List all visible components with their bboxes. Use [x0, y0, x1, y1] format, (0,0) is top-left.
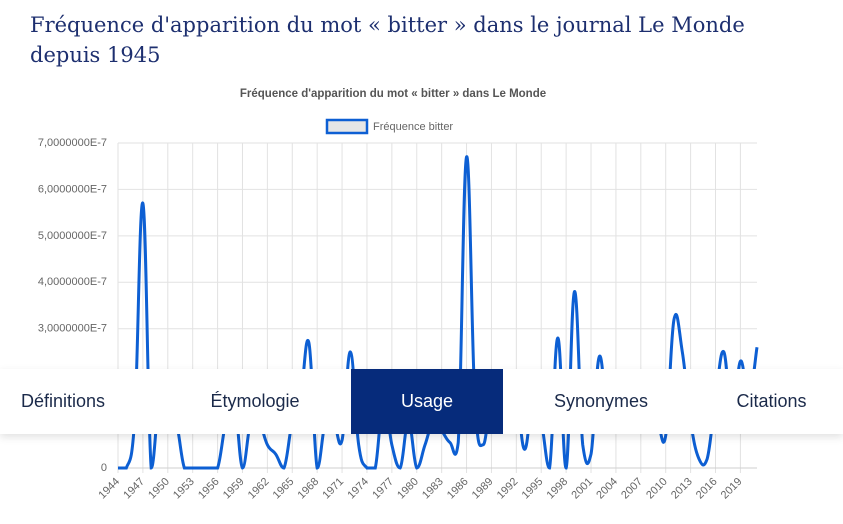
x-tick-label: 1953 [171, 476, 197, 502]
x-tick-label: 1962 [246, 476, 272, 502]
x-tick-label: 2007 [619, 476, 645, 502]
x-tick-label: 1971 [320, 476, 346, 502]
y-tick-label: 5,0000000E-7 [38, 230, 107, 242]
legend-label: Fréquence bitter [373, 121, 453, 133]
x-tick-label: 1974 [345, 476, 371, 502]
x-tick-label: 1995 [520, 476, 546, 502]
x-tick-label: 2016 [694, 476, 720, 502]
x-tick-label: 1968 [296, 476, 322, 502]
x-tick-label: 1980 [395, 476, 421, 502]
tab-bar: Définitions Étymologie Usage Synonymes Citat… [0, 369, 843, 434]
tab[interactable]: Étymologie [210, 391, 300, 411]
x-tick-label: 1983 [420, 476, 446, 502]
x-tick-label: 2001 [569, 476, 595, 502]
page-title: Fréquence d'apparition du mot « bitter »… [30, 13, 745, 67]
x-tick-label: 1977 [370, 476, 396, 502]
y-tick-label: 3,0000000E-7 [38, 323, 107, 335]
x-tick-label: 1947 [121, 476, 147, 502]
x-tick-label: 1944 [96, 476, 122, 502]
tab[interactable]: Citations [736, 391, 807, 411]
y-tick-label: 0 [101, 462, 107, 474]
x-tick-label: 1998 [545, 476, 571, 502]
x-tick-label: 1989 [470, 476, 496, 502]
x-tick-label: 1959 [221, 476, 247, 502]
x-tick-label: 2013 [669, 476, 695, 502]
x-tick-label: 2004 [594, 476, 620, 502]
y-tick-label: 7,0000000E-7 [38, 137, 107, 149]
x-tick-label: 1992 [495, 476, 521, 502]
x-tick-label: 1986 [445, 476, 471, 502]
x-tick-label: 1965 [271, 476, 297, 502]
x-tick-label: 2019 [719, 476, 745, 502]
y-tick-label: 4,0000000E-7 [38, 276, 107, 288]
tab[interactable]: Définitions [20, 391, 106, 411]
y-tick-label: 6,0000000E-7 [38, 183, 107, 195]
x-tick-label: 1950 [146, 476, 172, 502]
chart-title: Fréquence d'apparition du mot « bitter »… [240, 88, 546, 100]
tab[interactable]: Synonymes [553, 391, 649, 411]
x-tick-label: 2010 [644, 476, 670, 502]
tab[interactable]: Usage [351, 369, 503, 434]
x-tick-label: 1956 [196, 476, 222, 502]
legend-swatch [325, 118, 369, 135]
